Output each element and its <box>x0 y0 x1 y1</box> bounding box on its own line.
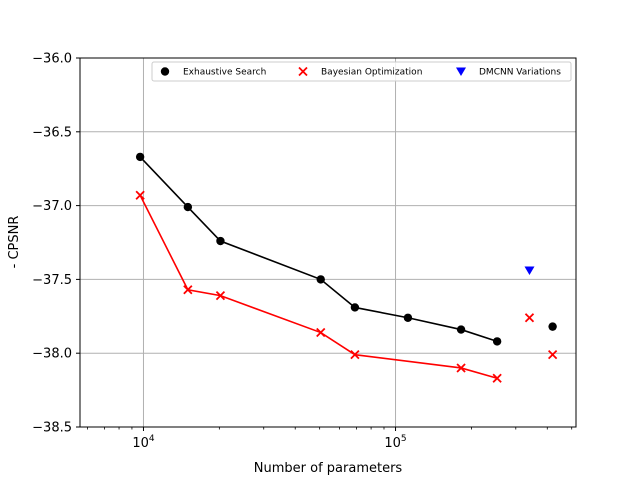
y-tick-label: −38.5 <box>32 421 72 436</box>
data-point <box>524 266 535 276</box>
x-axis-label: Number of parameters <box>254 461 403 476</box>
data-point <box>547 350 558 360</box>
data-point <box>216 236 225 246</box>
y-tick-label: −36.5 <box>32 125 72 140</box>
data-point <box>183 285 193 295</box>
legend-marker <box>298 66 308 77</box>
series-2 <box>524 266 535 276</box>
plot-area <box>135 152 558 383</box>
legend-label: Bayesian Optimization <box>321 68 422 78</box>
x-tick-label: 104 <box>132 434 155 451</box>
data-point <box>524 313 535 323</box>
legend-marker <box>160 67 170 76</box>
grid <box>80 57 576 428</box>
series-0 <box>135 152 557 346</box>
data-point <box>316 327 326 338</box>
data-point <box>548 322 557 331</box>
data-point <box>183 202 193 212</box>
data-point <box>492 337 502 346</box>
data-point <box>316 275 325 284</box>
y-axis-label: - CPSNR <box>7 216 22 269</box>
series-line <box>139 194 498 380</box>
legend-label: DMCNN Variations <box>479 68 561 78</box>
series-line <box>139 156 498 343</box>
data-point <box>403 313 413 322</box>
legend: Exhaustive Search Bayesian Optimization DM… <box>151 61 572 82</box>
data-point <box>350 303 360 312</box>
x-axis: 104 105 <box>132 427 407 451</box>
y-tick-label: −36.0 <box>32 52 72 67</box>
data-point <box>135 152 145 162</box>
data-point <box>456 363 466 373</box>
data-point <box>492 373 502 383</box>
data-point <box>456 325 466 334</box>
y-tick-label: −37.0 <box>32 199 72 214</box>
legend-label: Exhaustive Search <box>183 68 266 78</box>
data-point <box>215 290 226 301</box>
data-point <box>135 190 145 200</box>
y-tick-label: −37.5 <box>32 273 72 288</box>
legend-box <box>151 61 572 82</box>
plot-frame <box>79 57 577 428</box>
series-1 <box>135 190 558 383</box>
y-tick-label: −38.0 <box>32 347 72 362</box>
data-point <box>350 350 360 360</box>
y-axis: −36.0 −36.5 −37.0 −37.5 −38.0 −38.5 <box>32 52 80 436</box>
legend-marker <box>456 67 466 76</box>
x-tick-label: 105 <box>384 434 406 451</box>
